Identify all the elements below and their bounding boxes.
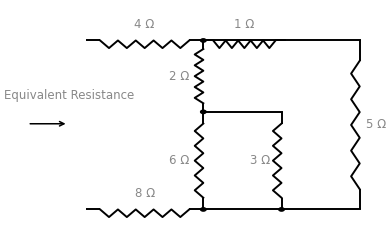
Circle shape [201, 39, 206, 42]
Text: Equivalent Resistance: Equivalent Resistance [4, 89, 134, 102]
Circle shape [279, 208, 284, 211]
Text: 8 Ω: 8 Ω [135, 187, 155, 200]
Circle shape [201, 208, 206, 211]
Text: 2 Ω: 2 Ω [169, 70, 190, 83]
Text: 5 Ω: 5 Ω [366, 119, 386, 131]
Circle shape [201, 110, 206, 114]
Text: 6 Ω: 6 Ω [169, 154, 190, 167]
Text: 4 Ω: 4 Ω [135, 18, 155, 31]
Text: 3 Ω: 3 Ω [249, 154, 270, 167]
Text: 1 Ω: 1 Ω [234, 18, 255, 31]
